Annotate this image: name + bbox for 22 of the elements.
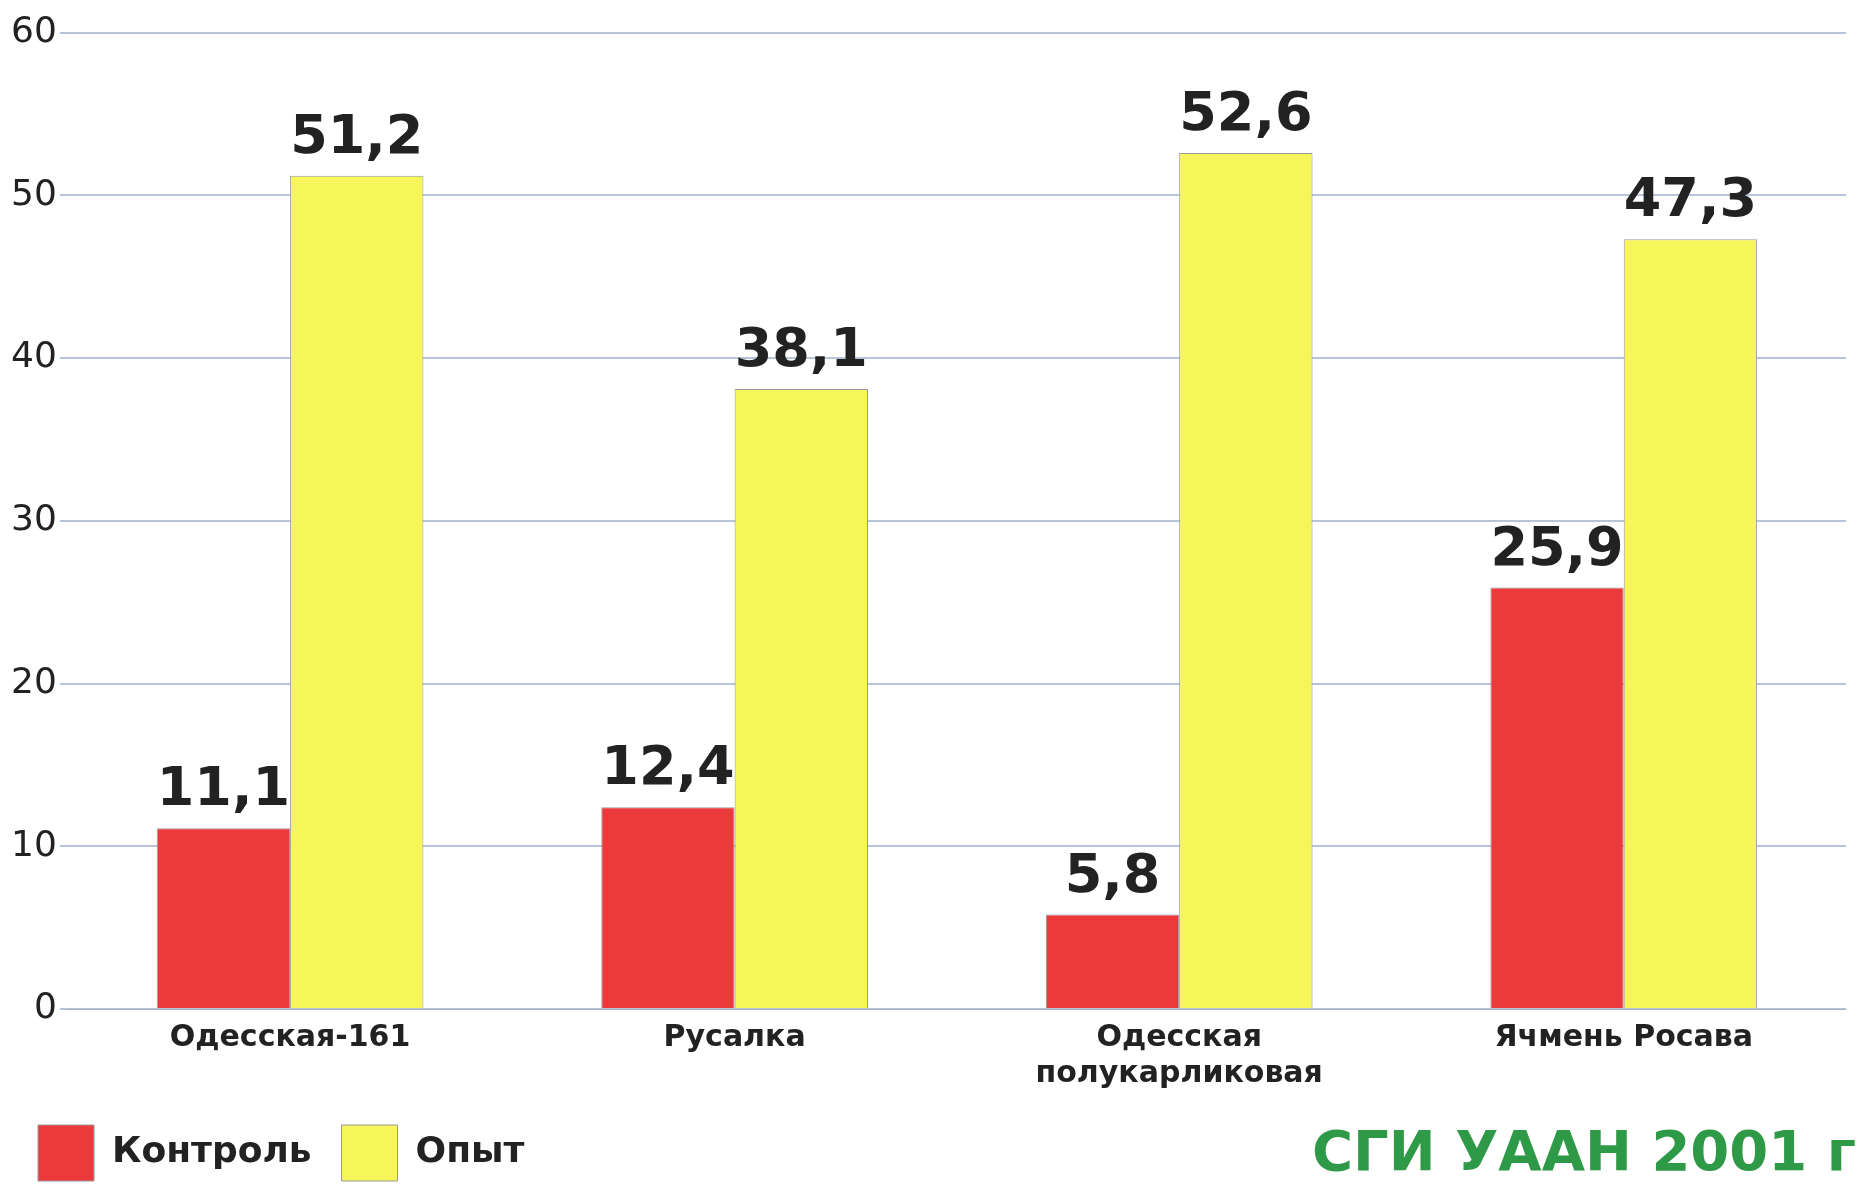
data-label: 5,8 (1064, 841, 1161, 905)
text: СГИ УААН 2001 г (1312, 1118, 1856, 1183)
y-tick-label: 20 (11, 659, 57, 701)
data-label: 25,9 (1490, 514, 1624, 578)
data-label: 11,1 (156, 755, 291, 819)
y-tick-label: 10 (11, 822, 57, 864)
x-tick-label: Одесская полукарликовая (1035, 1017, 1323, 1089)
x-tick-label: Русалка (663, 1017, 806, 1053)
y-tick-label: 0 (33, 985, 57, 1027)
data-label: 38,1 (734, 316, 868, 380)
data-label: 47,3 (1623, 166, 1758, 230)
y-tick-label: 40 (11, 334, 57, 376)
data-label: 52,6 (1179, 80, 1313, 144)
legend-label: Контроль (112, 1129, 312, 1171)
y-tick-label: 50 (11, 171, 57, 213)
y-tick-label: 60 (11, 8, 57, 50)
y-tick-label: 30 (11, 497, 57, 539)
data-label: 12,4 (601, 734, 735, 798)
x-tick-label: Ячмень Росава (1494, 1017, 1754, 1053)
x-tick-label: Одесская-161 (169, 1017, 411, 1053)
legend-label: Опыт (415, 1129, 525, 1171)
data-label: 51,2 (290, 102, 424, 166)
